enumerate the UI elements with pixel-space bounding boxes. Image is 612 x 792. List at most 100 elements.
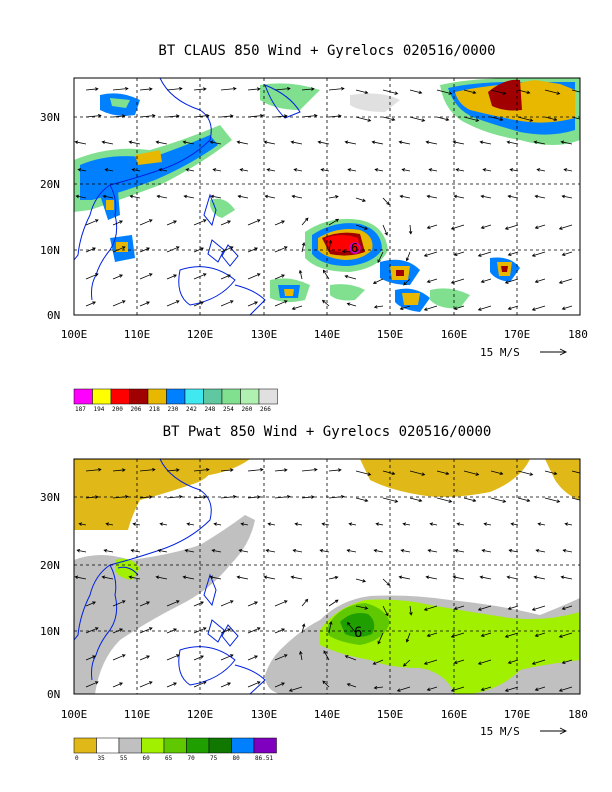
chart1-colorbar-swatch (258, 388, 278, 405)
chart2-wind-arrow (186, 522, 195, 526)
chart2-wind-arrow (220, 682, 231, 688)
chart1-wind-arrow (156, 194, 168, 199)
chart2-colorbar-swatch (186, 737, 210, 754)
chart1-wind-arrow (455, 168, 465, 172)
chart1-wind-arrow (112, 274, 123, 280)
chart1-wind-arrow (423, 251, 438, 257)
chart2-wind-arrow (463, 470, 480, 476)
chart2-wind-arrow (423, 605, 438, 611)
chart2-wind-arrow (507, 605, 519, 610)
chart2-wind-arrow (481, 548, 492, 553)
chart1-colorbar-swatch (221, 388, 241, 405)
chart2-wind-arrow (544, 497, 561, 503)
chart2-wind-arrow (508, 548, 519, 553)
chart2-wind-arrow (452, 575, 465, 580)
chart2-wind-arrow (477, 659, 492, 665)
chart1-title: BT CLAUS 850 Wind + Gyrelocs 020516/0000 (158, 43, 495, 59)
chart2-wind-arrow (238, 548, 249, 553)
chart1-wind-arrow (85, 87, 99, 91)
chart2-wind-arrow (220, 654, 234, 661)
chart2-wind-arrow (139, 627, 153, 634)
chart2-wind-arrow (463, 497, 477, 503)
chart1-wind-arrow (290, 140, 303, 145)
chart2-wind-arrow (426, 632, 438, 637)
chart2-wind-arrow (265, 548, 276, 553)
chart2-wind-arrow (301, 467, 318, 472)
chart1-ytick: 10N (40, 244, 60, 257)
chart2-ytick: 30N (40, 491, 60, 504)
chart1-xtick: 110E (124, 328, 151, 341)
chart2-colorbar-label: 55 (120, 755, 128, 762)
chart1-wind-arrow (301, 217, 309, 226)
chart1-wind-arrow (401, 168, 411, 172)
chart2-xtick: 120E (187, 708, 214, 721)
chart2-wind-arrow (506, 575, 519, 580)
chart1-wind-arrow (426, 194, 438, 199)
chart1-wind-arrow (453, 251, 465, 256)
chart2-wind-arrow (450, 686, 465, 692)
chart1-wind-arrow (139, 273, 153, 280)
chart1-wind-arrow (274, 300, 288, 307)
chart2-wind-arrow (571, 470, 580, 474)
chart2-wind-arrow (274, 682, 285, 688)
chart2-wind-arrow (112, 682, 123, 688)
chart2-wind-arrow (409, 605, 413, 616)
chart2-wind-arrow (139, 495, 153, 499)
chart2-wind-arrow (382, 605, 389, 617)
chart2-wind-arrow (274, 654, 288, 661)
chart2-wind-arrow (290, 575, 303, 580)
chart1-wind-arrow (372, 278, 384, 284)
chart2-colorbar-label: 60 (143, 755, 151, 762)
chart2-wind-arrow (166, 600, 180, 607)
chart1-wind-arrow (453, 194, 465, 199)
chart2-wind-arrow (85, 601, 96, 607)
chart1-wind-arrow (220, 220, 231, 226)
chart2-vector-reference: 15 M/S (480, 725, 568, 738)
chart2-wind-arrow (537, 522, 546, 526)
chart2-wind-arrow (267, 522, 276, 526)
chart1-wind-arrow (463, 89, 477, 95)
chart1-wind-arrow (112, 300, 126, 307)
chart1-wind-arrow (104, 168, 114, 172)
chart2-wind-arrow (220, 600, 234, 607)
chart2-wind-arrow (263, 575, 276, 580)
chart2-wind-arrow (427, 548, 438, 553)
chart2-wind-arrow (130, 548, 141, 553)
chart1-wind-arrow (377, 251, 384, 264)
chart2-wind-arrow (166, 468, 180, 472)
chart2-wind-arrow (209, 575, 222, 580)
chart2-wind-arrow (382, 497, 399, 503)
chart2-colorbar-swatch (163, 737, 187, 754)
chart2-wind-arrow (323, 650, 330, 661)
chart2-wind-arrow (288, 686, 303, 692)
chart1-colorbar-label: 187 (75, 406, 86, 413)
chart2-frame (73, 458, 581, 695)
chart1-wind-arrow (517, 116, 534, 122)
chart1-wind-arrow (479, 140, 492, 145)
chart1-wind-arrow (85, 219, 99, 226)
chart1-colorbar-swatch (129, 388, 149, 405)
chart1-xtick: 140E (314, 328, 341, 341)
chart1-ytick: 30N (40, 111, 60, 124)
chart2-wind-arrow (128, 575, 141, 580)
chart2-xtick: 140E (314, 708, 341, 721)
chart2-wind-arrow (355, 605, 369, 610)
chart1-wind-arrow (301, 242, 306, 253)
chart1-wind-arrow (436, 89, 453, 95)
svg-text:15 M/S: 15 M/S (480, 725, 520, 738)
chart1-wind-arrow (507, 251, 519, 256)
chart1-wind-arrow (239, 168, 249, 172)
chart2-colorbar-swatch (231, 737, 255, 754)
chart1-xtick: 100E (61, 328, 88, 341)
chart2-wind-arrow (166, 654, 180, 661)
chart1-colorbar-swatch (203, 388, 223, 405)
chart1-colorbar-label: 200 (112, 406, 123, 413)
chart2-wind-arrow (480, 686, 492, 691)
chart1-wind-arrow (536, 168, 546, 172)
chart1-wind-arrow (193, 301, 204, 307)
chart2-wind-arrow (139, 601, 150, 607)
svg-text:15 M/S: 15 M/S (480, 346, 520, 359)
chart1-wind-arrow (85, 301, 96, 307)
chart2-colorbar-label: 0 (75, 755, 79, 762)
chart2-colorbar-label: 35 (98, 755, 106, 762)
